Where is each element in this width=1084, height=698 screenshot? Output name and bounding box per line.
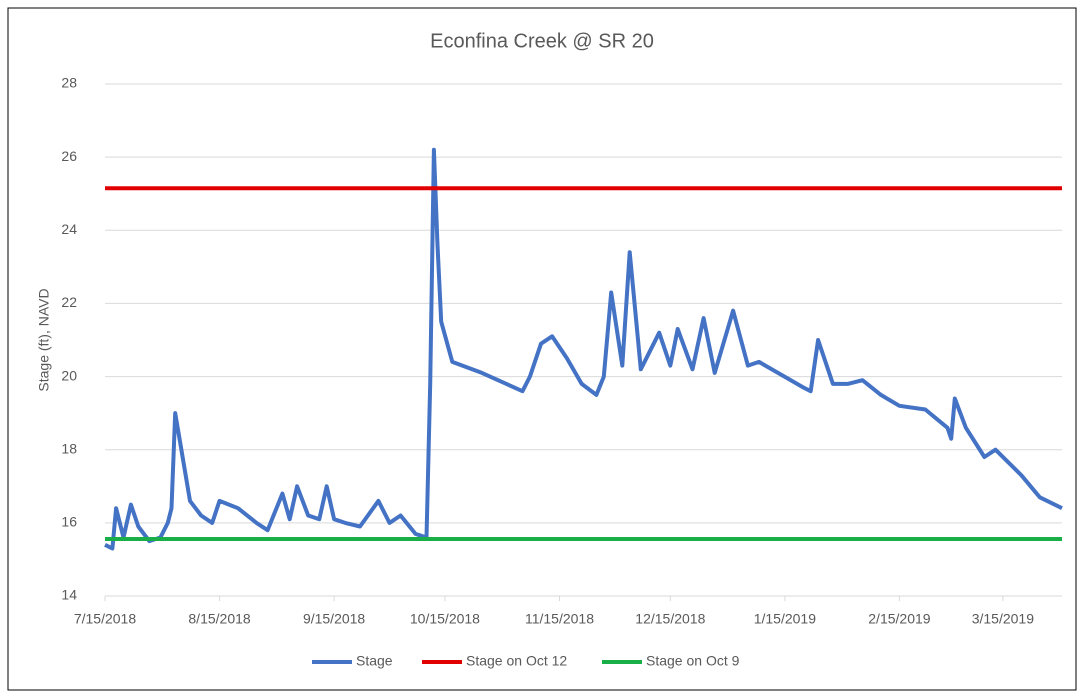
legend-label: Stage on Oct 12 [466,653,567,669]
x-tick-label: 9/15/2018 [303,611,365,627]
legend-label: Stage on Oct 9 [646,653,740,669]
x-tick-label: 11/15/2018 [525,611,594,627]
x-tick-label: 12/15/2018 [635,611,705,627]
y-tick-label: 26 [61,148,77,164]
chart-frame [7,7,1077,691]
x-tick-label: 1/15/2019 [754,611,816,627]
y-tick-label: 14 [61,587,77,603]
chart-title: Econfina Creek @ SR 20 [430,30,654,52]
x-tick-label: 2/15/2019 [868,611,930,627]
y-tick-label: 24 [61,221,77,237]
stage-line [104,147,1063,551]
legend-label: Stage [356,653,393,669]
x-tick-label: 10/15/2018 [410,611,480,627]
y-tick-label: 16 [61,514,77,530]
x-tick-label: 8/15/2018 [188,611,250,627]
x-tick-label: 7/15/2018 [74,611,136,627]
y-tick-label: 22 [61,294,77,310]
x-tick-label: 3/15/2019 [972,611,1034,627]
y-tick-label: 28 [61,75,77,91]
y-tick-label: 18 [61,440,77,456]
y-tick-label: 20 [61,367,77,383]
y-axis-label: Stage (ft), NAVD [36,288,52,391]
